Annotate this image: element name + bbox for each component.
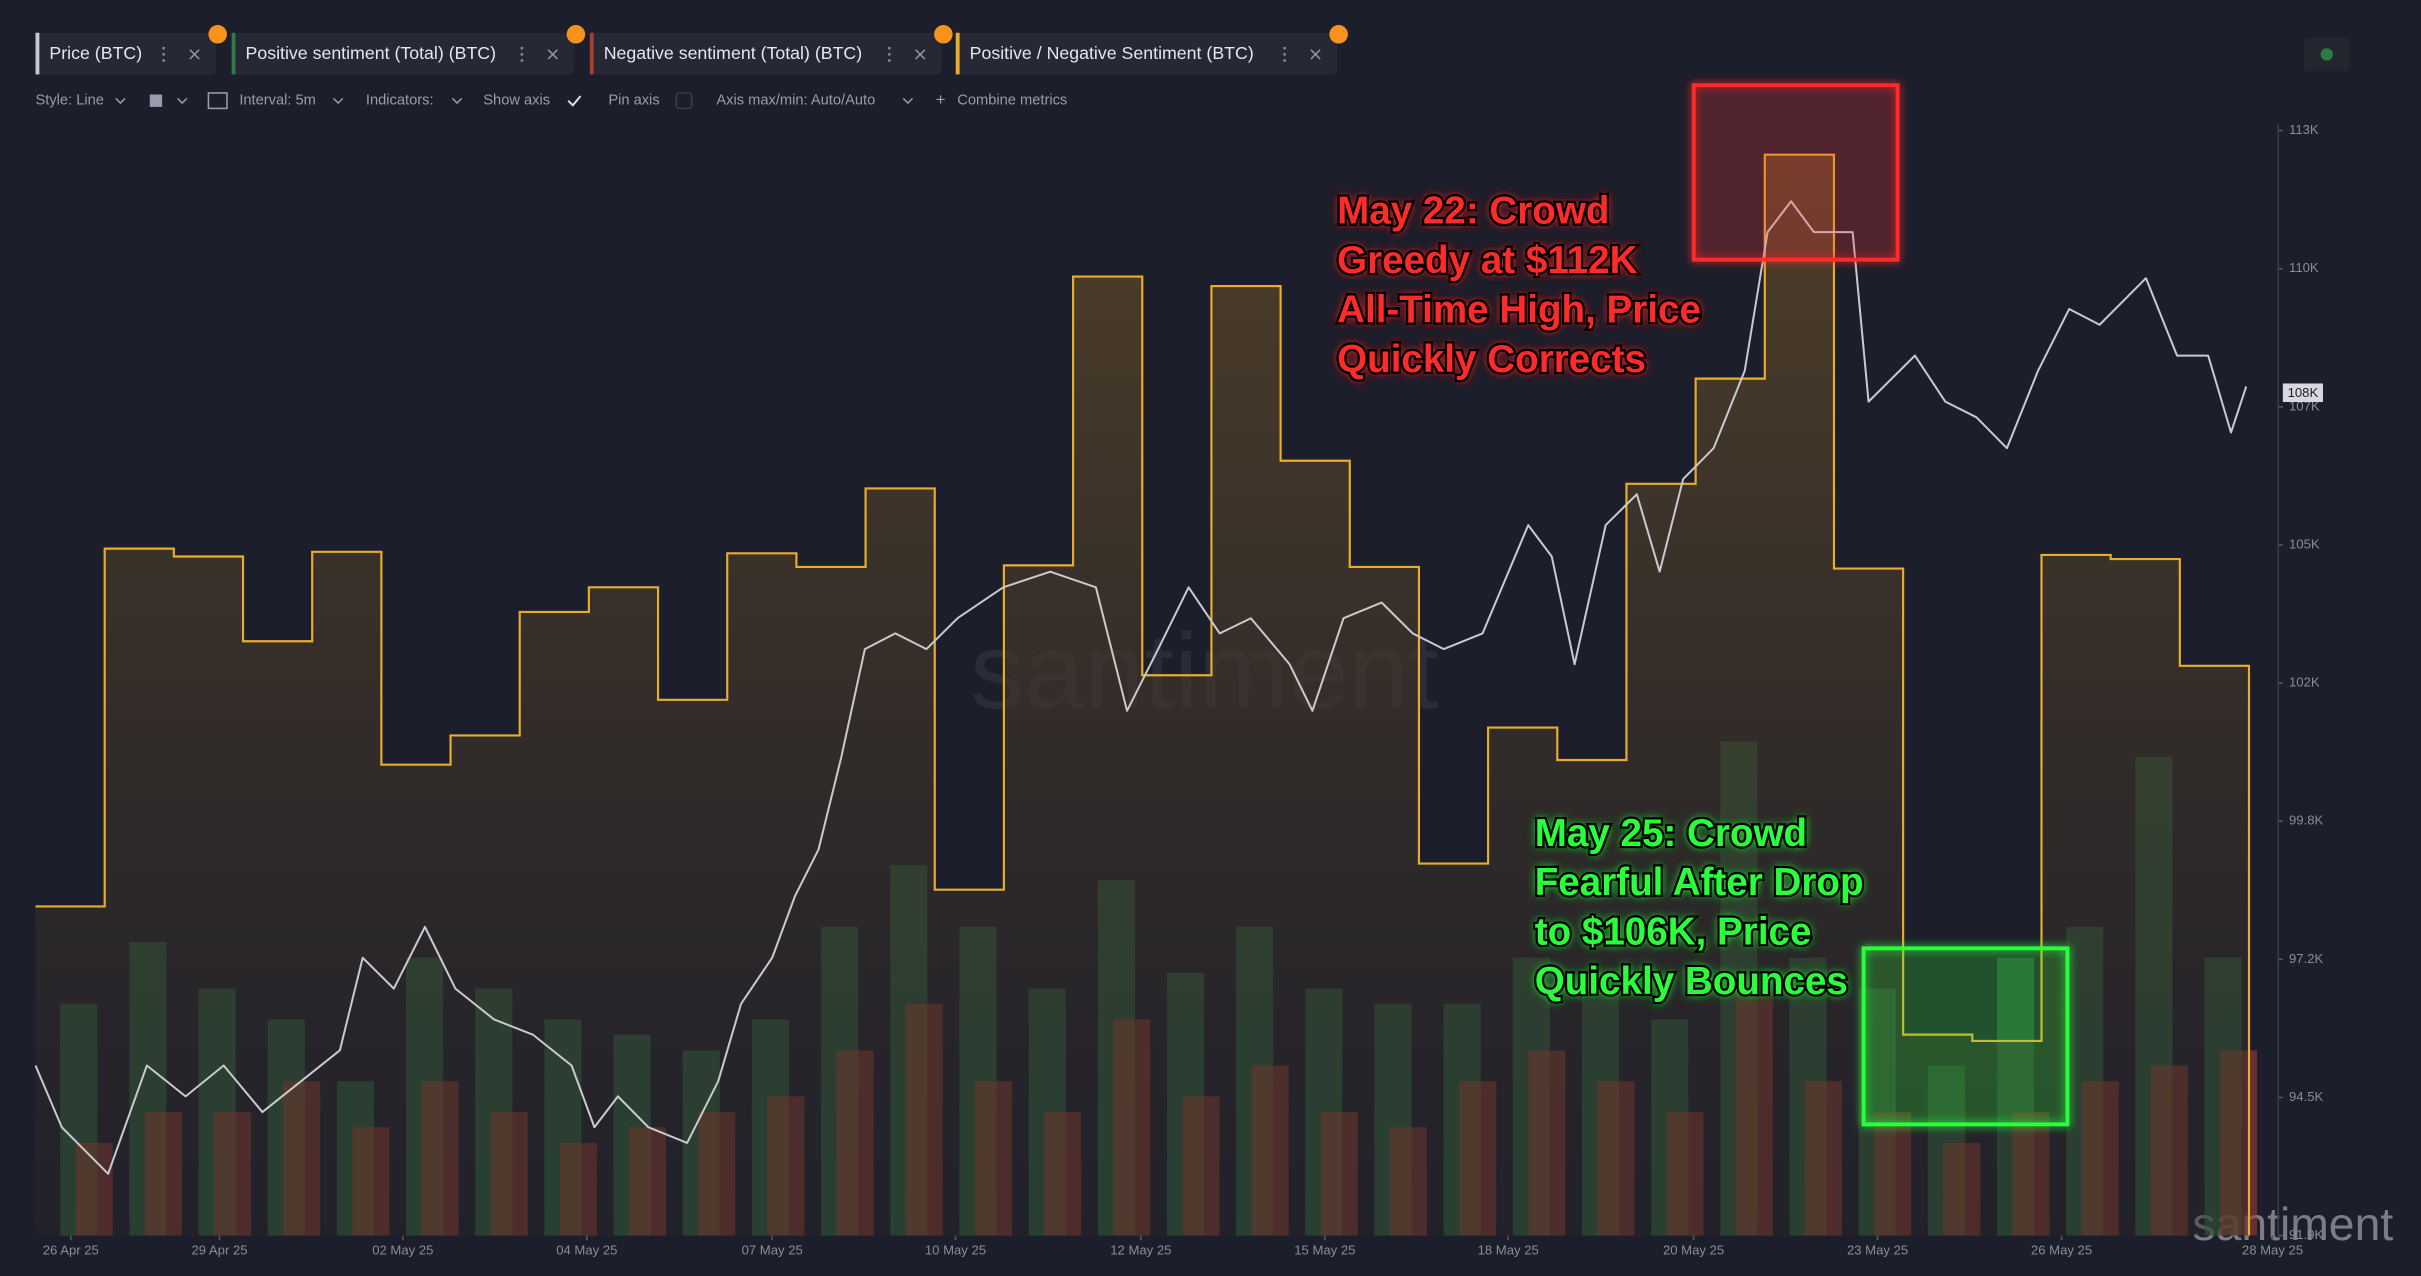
price-marker-label: 108K	[2288, 385, 2319, 400]
checkbox[interactable]	[567, 95, 582, 107]
status-dot	[2320, 48, 2333, 61]
metric-tab-label: Positive / Negative Sentiment (BTC)	[970, 43, 1254, 63]
metric-tab-accent	[955, 32, 960, 75]
checkbox[interactable]	[675, 92, 693, 110]
y-tick-label: 113K	[2289, 122, 2319, 137]
close-icon[interactable]	[547, 49, 558, 60]
menu-dot[interactable]	[162, 46, 166, 50]
metric-tab-accent	[589, 32, 594, 75]
toolbar-item[interactable]: Axis max/min: Auto/Auto	[716, 93, 875, 109]
menu-dot[interactable]	[1283, 46, 1287, 50]
annotation-text: All-Time High, Price	[1337, 288, 1701, 331]
plot: santimentsantiment91.9K94.5K97.2K99.8K10…	[34, 83, 2393, 1257]
x-tick-label: 20 May 25	[1663, 1242, 1724, 1257]
toolbar-item[interactable]: Style: Line	[36, 93, 104, 109]
y-tick-label: 91.9K	[2289, 1227, 2324, 1242]
x-tick-label: 02 May 25	[372, 1242, 433, 1257]
dropdown-caret[interactable]	[177, 97, 188, 105]
toolbar-item[interactable]: Combine metrics	[957, 93, 1067, 109]
x-tick-label: 15 May 25	[1294, 1242, 1355, 1257]
menu-dot[interactable]	[887, 52, 891, 56]
price-marker	[2282, 383, 2323, 403]
annotation-text: Greedy at $112K	[1337, 239, 1637, 282]
y-tick-label: 110K	[2289, 260, 2319, 275]
metric-tab-label: Negative sentiment (Total) (BTC)	[604, 43, 862, 63]
x-tick-label: 10 May 25	[925, 1242, 986, 1257]
dropdown-caret[interactable]	[332, 97, 344, 105]
y-tick-label: 102K	[2289, 675, 2320, 690]
x-tick-label: 29 Apr 25	[191, 1242, 247, 1257]
x-tick-label: 07 May 25	[742, 1242, 803, 1257]
annotation-text: Quickly Corrects	[1337, 338, 1646, 381]
x-tick-label: 04 May 25	[556, 1242, 617, 1257]
y-tick-label: 97.2K	[2289, 951, 2324, 966]
y-tick-label: 99.8K	[2289, 813, 2324, 828]
menu-dot[interactable]	[887, 59, 891, 62]
x-tick-label: 23 May 25	[1847, 1242, 1908, 1257]
btc-badge	[566, 25, 586, 44]
y-tick-label: 107K	[2289, 398, 2320, 413]
interval-icon	[207, 92, 228, 110]
menu-dot[interactable]	[162, 59, 166, 62]
menu-dot[interactable]	[520, 59, 524, 62]
annotation-text: May 22: Crowd	[1337, 190, 1609, 233]
close-icon[interactable]	[1310, 49, 1321, 60]
toolbar-item[interactable]: Indicators:	[366, 93, 434, 109]
metric-tab-label: Price (BTC)	[49, 43, 142, 63]
ui: Price (BTC) Positive sentiment (Total) (B…	[35, 25, 1348, 110]
y-tick-label: 105K	[2289, 536, 2320, 551]
annotation-text: to $106K, Price	[1535, 911, 1812, 954]
menu-dot[interactable]	[887, 46, 891, 50]
close-icon[interactable]	[915, 49, 926, 60]
close-icon[interactable]	[189, 49, 200, 60]
toolbar-item[interactable]: Pin axis	[608, 93, 659, 109]
menu-dot[interactable]	[162, 52, 166, 56]
x-tick-label: 28 May 25	[2242, 1242, 2303, 1257]
btc-badge	[1329, 25, 1348, 44]
step-line	[35, 153, 2251, 1236]
metric-tab-accent	[35, 32, 40, 75]
metric-tab[interactable]	[589, 32, 942, 75]
color-swatch[interactable]	[149, 94, 163, 107]
x-tick-label: 26 Apr 25	[43, 1242, 99, 1257]
menu-dot[interactable]	[1283, 52, 1287, 56]
metric-tab[interactable]	[955, 32, 1338, 75]
menu-dot[interactable]	[1283, 59, 1287, 62]
x-tick-label: 26 May 25	[2031, 1242, 2092, 1257]
metric-tab[interactable]	[35, 32, 217, 75]
btc-badge	[934, 25, 953, 44]
price-line	[34, 200, 2248, 1175]
menu-dot[interactable]	[520, 52, 524, 56]
annotation-box	[1861, 946, 2070, 1127]
metric-tab[interactable]	[231, 32, 575, 75]
y-tick-label: 94.5K	[2289, 1089, 2324, 1104]
x-tick-label: 18 May 25	[1478, 1242, 1539, 1257]
toolbar-item[interactable]: Interval: 5m	[239, 93, 316, 109]
annotation-text: Fearful After Drop	[1535, 861, 1864, 904]
btc-badge	[208, 25, 227, 44]
x-tick-label: 12 May 25	[1110, 1242, 1171, 1257]
dropdown-caret[interactable]	[115, 97, 126, 105]
metric-tab-accent	[231, 32, 236, 75]
annotation-text: May 25: Crowd	[1535, 812, 1807, 855]
menu-dot[interactable]	[520, 46, 524, 50]
annotation-box	[1691, 83, 1900, 262]
toolbar-item[interactable]: Show axis	[483, 93, 550, 109]
metric-tab-label: Positive sentiment (Total) (BTC)	[245, 43, 496, 63]
annotation-text: Quickly Bounces	[1535, 960, 1848, 1003]
dropdown-caret[interactable]	[902, 97, 914, 105]
plus-icon: +	[936, 90, 946, 109]
dropdown-caret[interactable]	[451, 97, 463, 105]
